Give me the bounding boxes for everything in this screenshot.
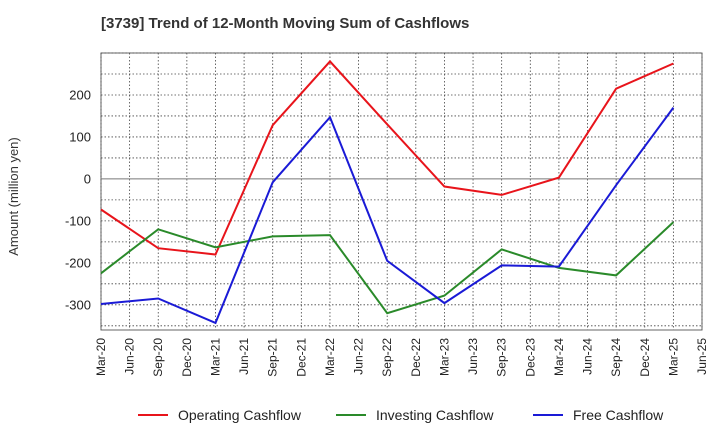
chart-title: [3739] Trend of 12-Month Moving Sum of C… xyxy=(101,15,470,32)
x-tick-label: Mar-21 xyxy=(208,338,222,376)
x-tick-label: Jun-20 xyxy=(123,338,137,375)
x-tick-label: Sep-21 xyxy=(266,338,280,377)
x-tick-label: Mar-22 xyxy=(323,338,337,376)
y-axis-label: Amount (million yen) xyxy=(6,137,21,256)
x-tick-label: Sep-24 xyxy=(609,338,623,377)
y-tick-label: -100 xyxy=(65,213,91,228)
x-tick-label: Sep-20 xyxy=(151,338,165,377)
legend-label: Free Cashflow xyxy=(573,407,664,423)
x-tick-label: Mar-25 xyxy=(666,338,680,376)
x-tick-label: Jun-23 xyxy=(466,338,480,375)
y-tick-label: 200 xyxy=(69,87,91,102)
y-tick-label: 100 xyxy=(69,129,91,144)
x-tick-label: Dec-22 xyxy=(409,338,423,377)
series-line-operating-cashflow xyxy=(100,59,674,256)
x-tick-label: Dec-24 xyxy=(638,338,652,377)
x-tick-label: Jun-25 xyxy=(695,338,709,375)
x-tick-label: Mar-20 xyxy=(94,338,108,376)
x-tick-label: Mar-24 xyxy=(552,338,566,376)
series-line-investing-cashflow xyxy=(100,221,675,315)
x-tick-label: Jun-21 xyxy=(237,338,251,375)
y-tick-label: -300 xyxy=(65,297,91,312)
legend-label: Investing Cashflow xyxy=(376,407,494,423)
x-tick-label: Sep-22 xyxy=(380,338,394,377)
y-tick-label: -200 xyxy=(65,255,91,270)
x-tick-label: Jun-24 xyxy=(581,338,595,375)
legend-label: Operating Cashflow xyxy=(178,407,302,423)
y-tick-label: 0 xyxy=(84,171,91,186)
x-tick-label: Sep-23 xyxy=(495,338,509,377)
x-tick-label: Jun-22 xyxy=(352,338,366,375)
x-tick-label: Mar-23 xyxy=(437,338,451,376)
series-line-free-cashflow xyxy=(100,107,675,325)
x-tick-label: Dec-20 xyxy=(180,338,194,377)
x-tick-label: Dec-21 xyxy=(294,338,308,377)
x-tick-label: Dec-23 xyxy=(523,338,537,377)
